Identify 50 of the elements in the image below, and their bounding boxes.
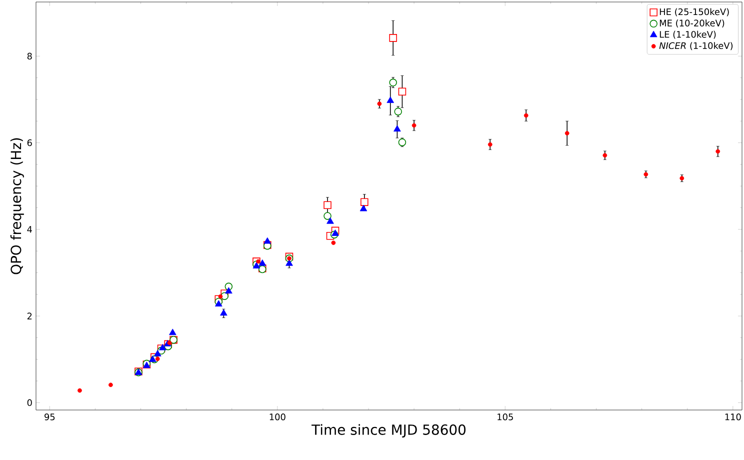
point <box>167 340 172 346</box>
x-axis-title: Time since MJD 58600 <box>311 424 466 438</box>
y-tick-label: 4 <box>27 226 32 233</box>
point <box>215 300 222 307</box>
point <box>386 96 394 103</box>
point <box>155 356 160 362</box>
point <box>389 34 397 42</box>
y-tick-label: 2 <box>27 312 32 320</box>
point <box>394 125 401 132</box>
point <box>324 201 332 210</box>
point <box>225 287 232 294</box>
point <box>564 131 570 136</box>
point <box>398 88 406 96</box>
x-tick-label: 105 <box>498 414 513 420</box>
point <box>716 149 720 154</box>
point <box>394 108 402 116</box>
x-tick-label: 100 <box>270 414 286 420</box>
point <box>78 388 82 393</box>
point <box>256 259 260 264</box>
point <box>398 138 406 146</box>
x-tick-label: 110 <box>725 414 741 420</box>
legend-label: LE (1-10keV) <box>660 30 716 39</box>
legend-label: NICER (1-10keV) <box>659 42 733 50</box>
point <box>377 102 382 106</box>
point <box>332 230 339 236</box>
point <box>524 113 528 118</box>
x-tick-label: 95 <box>44 414 55 420</box>
point <box>412 123 416 128</box>
point <box>220 309 228 316</box>
point <box>602 153 608 158</box>
point <box>286 259 293 266</box>
point <box>258 259 266 266</box>
point <box>389 78 397 86</box>
point <box>326 217 334 224</box>
y-tick-label: 0 <box>27 399 32 406</box>
point <box>108 382 113 388</box>
point <box>324 212 332 220</box>
point <box>488 142 492 147</box>
point <box>218 294 223 299</box>
legend-label: HE (25-150keV) <box>660 8 729 16</box>
y-tick-label: 6 <box>27 139 32 146</box>
point <box>360 204 368 212</box>
point <box>154 350 162 356</box>
legend-label: ME (10-20keV) <box>660 20 724 28</box>
y-axis-title: QPO frequency (Hz) <box>10 138 24 274</box>
point <box>168 328 176 336</box>
y-tick-label: 8 <box>27 52 32 60</box>
point <box>331 240 336 245</box>
point <box>360 198 368 206</box>
point <box>264 237 272 244</box>
